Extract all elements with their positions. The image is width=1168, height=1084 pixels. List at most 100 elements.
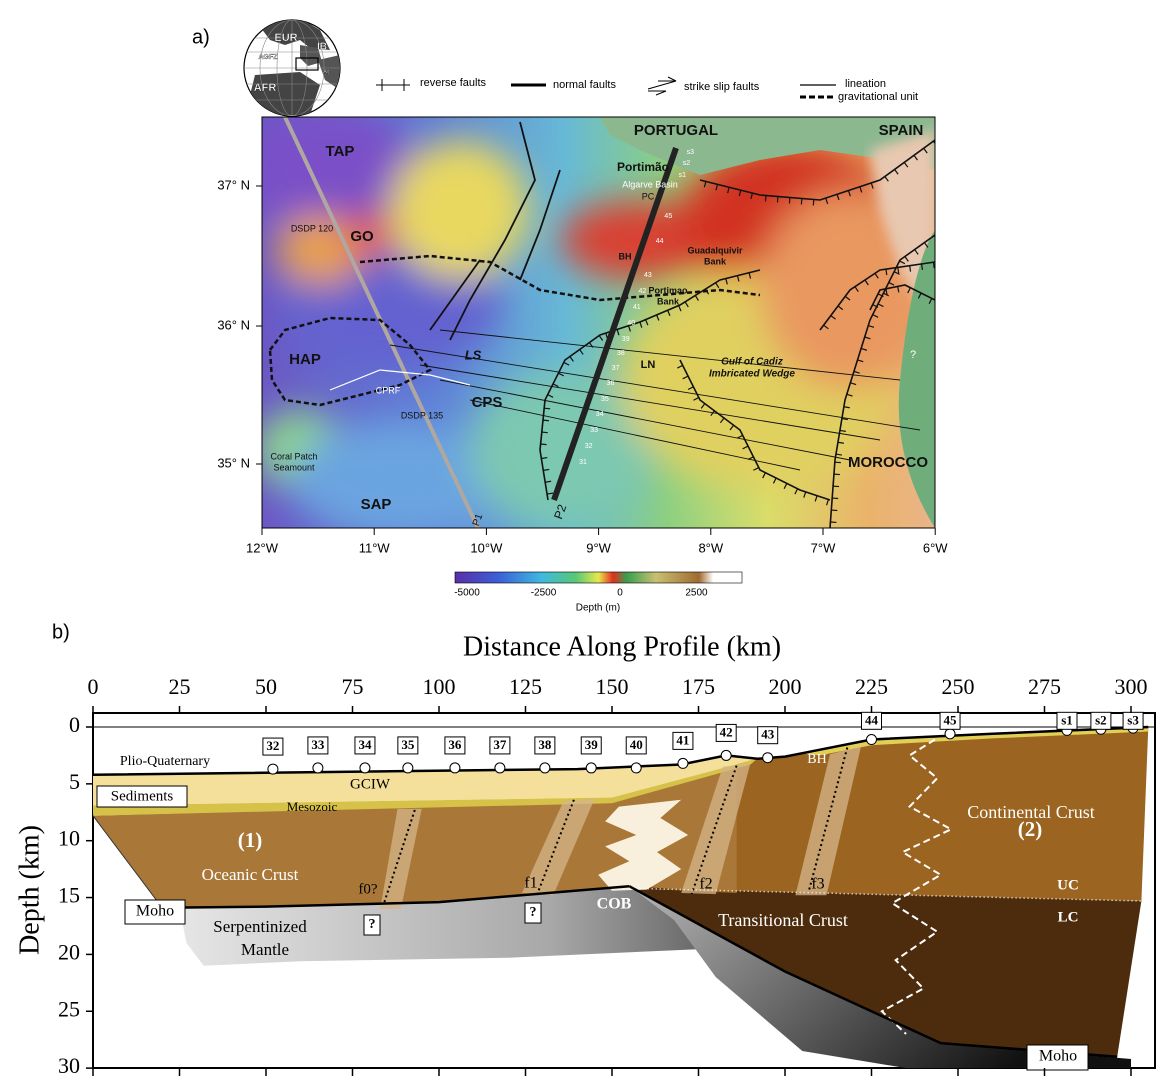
- map-label: PC: [642, 191, 655, 201]
- fault-tick: [922, 264, 923, 270]
- colorbar-tick-label: 0: [617, 588, 623, 599]
- axis-title: Depth (km): [14, 825, 45, 955]
- x-tick-label: 175: [682, 674, 715, 699]
- section-label: Plio-Quaternary: [120, 754, 210, 769]
- map-label: Bank: [704, 256, 727, 266]
- station-label: 35: [601, 396, 609, 403]
- globe-label: AGFZ: [258, 54, 278, 61]
- station-label: 38: [538, 737, 552, 752]
- station-label: 42: [720, 724, 733, 739]
- station: [403, 763, 413, 773]
- station-label: 34: [596, 411, 604, 418]
- station-label: 31: [579, 459, 587, 466]
- fault-tick: [910, 266, 911, 272]
- station-label: 43: [761, 727, 775, 742]
- station: [678, 758, 688, 768]
- section-label: UC: [1057, 877, 1079, 893]
- lon-tick-label: 9°W: [586, 540, 611, 555]
- x-tick-label: 275: [1028, 674, 1061, 699]
- map-label: SAP: [361, 496, 392, 513]
- colorbar: [455, 572, 742, 583]
- lon-tick-label: 8°W: [698, 540, 723, 555]
- map-label: Algarve Basin: [622, 179, 678, 189]
- section-label: f0?: [358, 881, 377, 897]
- station-label: 41: [633, 304, 641, 311]
- y-tick-label: 5: [69, 769, 80, 794]
- section-label: f1: [524, 875, 537, 892]
- station: [763, 753, 773, 763]
- station-label: 36: [448, 737, 462, 752]
- station: [450, 763, 460, 773]
- section-label: Mantle: [241, 940, 289, 959]
- x-tick-label: 125: [509, 674, 542, 699]
- station-label: s1: [679, 172, 687, 179]
- legend-label: lineation: [845, 78, 886, 90]
- station-label: s1: [1061, 712, 1073, 727]
- map-label: Seamount: [273, 462, 315, 472]
- legend: reverse faultsnormal faultsstrike slip f…: [376, 77, 918, 103]
- map-label: BH: [619, 251, 632, 261]
- section-label: GCIW: [350, 776, 391, 792]
- legend-label: reverse faults: [420, 77, 487, 89]
- y-tick-label: 20: [58, 939, 80, 964]
- map-label: SPAIN: [879, 122, 924, 139]
- station-label: 37: [612, 365, 620, 372]
- station-label: 43: [644, 272, 652, 279]
- legend-symbol: [648, 77, 676, 95]
- station-label: 44: [865, 712, 879, 727]
- section-label: COB: [597, 896, 632, 913]
- x-tick-label: 225: [855, 674, 888, 699]
- map-label: LS: [465, 347, 482, 362]
- station: [268, 764, 278, 774]
- map-label: Bank: [657, 296, 680, 306]
- station-label: 41: [676, 732, 689, 747]
- station: [313, 763, 323, 773]
- y-tick-label: 15: [58, 883, 80, 908]
- station-label: s2: [1095, 712, 1107, 727]
- section-label: (1): [238, 828, 263, 852]
- x-tick-label: 300: [1115, 674, 1148, 699]
- station-label: 34: [358, 737, 372, 752]
- lat-tick-label: 37° N: [217, 177, 250, 192]
- section-label: Moho: [136, 903, 174, 920]
- fault-tick: [933, 262, 934, 268]
- section-label: f3: [811, 876, 824, 893]
- figure: 3233343536373839404142434445s1s2s3Plio-Q…: [0, 0, 1168, 1084]
- globe-label: AFR: [254, 82, 277, 94]
- lon-tick-label: 12°W: [246, 540, 279, 555]
- section-label: f2: [699, 876, 712, 893]
- section-label: BH: [807, 752, 826, 767]
- section-label: Continental Crust: [967, 802, 1095, 822]
- section-label: Moho: [1039, 1048, 1077, 1065]
- station: [586, 763, 596, 773]
- lat-tick-label: 36° N: [217, 317, 250, 332]
- map-label: Guadalquivir: [687, 245, 743, 255]
- lon-tick-label: 7°W: [811, 540, 836, 555]
- x-tick-label: 50: [255, 674, 277, 699]
- station-label: 40: [627, 320, 635, 327]
- cross-section: 3233343536373839404142434445s1s2s3Plio-Q…: [93, 712, 1155, 1070]
- x-tick-label: 250: [942, 674, 975, 699]
- station-label: 36: [607, 380, 615, 387]
- lon-tick-label: 11°W: [359, 540, 391, 555]
- map-label: ?: [910, 349, 916, 361]
- fault-tick: [886, 269, 887, 275]
- globe-label: IB: [317, 42, 327, 53]
- map-label: CPRF: [376, 385, 401, 395]
- station-label: 40: [630, 737, 643, 752]
- map-label: CPS: [472, 394, 503, 411]
- station-label: 44: [656, 238, 664, 245]
- x-tick-label: 25: [169, 674, 191, 699]
- station-label: 33: [311, 737, 325, 752]
- fault-tick: [544, 408, 550, 409]
- station-label: s3: [1127, 712, 1139, 727]
- lat-tick-label: 35° N: [217, 455, 250, 470]
- map-label: GO: [350, 228, 374, 245]
- section-label: ?: [369, 917, 376, 932]
- map-label: Gulf of Cadiz: [721, 357, 783, 368]
- section-label: Sediments: [111, 788, 174, 804]
- legend-label: normal faults: [553, 79, 616, 91]
- station-label: 32: [266, 738, 279, 753]
- x-tick-label: 150: [596, 674, 629, 699]
- panel-label: a): [192, 26, 210, 48]
